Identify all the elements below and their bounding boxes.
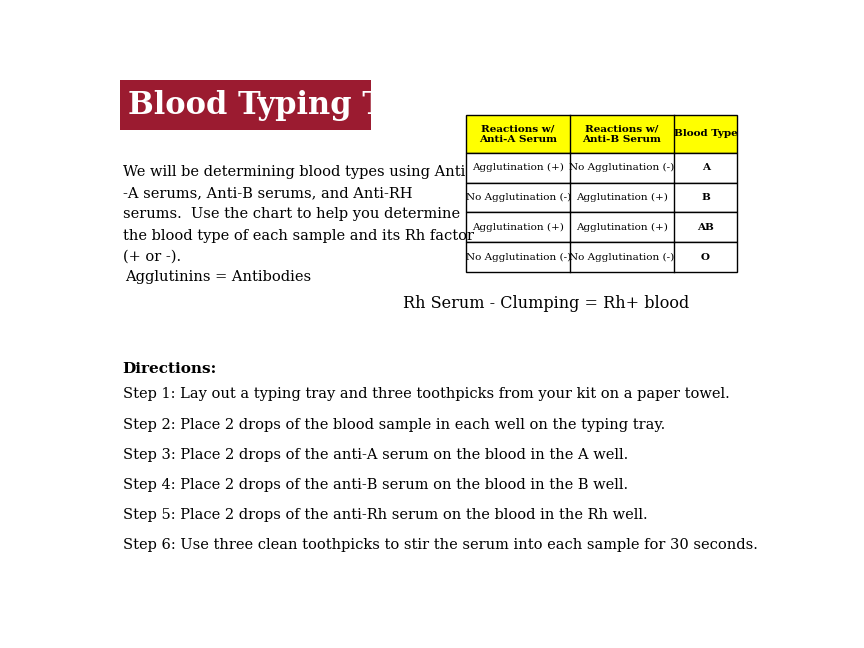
FancyBboxPatch shape <box>467 152 738 183</box>
Text: Reactions w/
Anti-A Serum: Reactions w/ Anti-A Serum <box>480 124 557 144</box>
Text: Step 4: Place 2 drops of the anti-B serum on the blood in the B well.: Step 4: Place 2 drops of the anti-B seru… <box>123 478 628 492</box>
Text: Step 6: Use three clean toothpicks to stir the serum into each sample for 30 sec: Step 6: Use three clean toothpicks to st… <box>123 538 758 552</box>
Text: B: B <box>702 193 710 202</box>
Text: Agglutination (+): Agglutination (+) <box>473 223 564 232</box>
Text: Step 5: Place 2 drops of the anti-Rh serum on the blood in the Rh well.: Step 5: Place 2 drops of the anti-Rh ser… <box>123 508 647 522</box>
Text: Step 2: Place 2 drops of the blood sample in each well on the typing tray.: Step 2: Place 2 drops of the blood sampl… <box>123 418 665 432</box>
Text: Directions:: Directions: <box>123 362 217 376</box>
Text: Agglutinins = Antibodies: Agglutinins = Antibodies <box>125 270 312 284</box>
FancyBboxPatch shape <box>467 213 738 242</box>
FancyBboxPatch shape <box>467 115 738 152</box>
Text: Step 1: Lay out a typing tray and three toothpicks from your kit on a paper towe: Step 1: Lay out a typing tray and three … <box>123 387 729 401</box>
Text: Agglutination (+): Agglutination (+) <box>576 223 668 232</box>
Text: Reactions w/
Anti-B Serum: Reactions w/ Anti-B Serum <box>582 124 661 144</box>
Text: No Agglutination (-): No Agglutination (-) <box>466 253 571 262</box>
Text: A: A <box>702 163 709 172</box>
Text: Blood Typing Test: Blood Typing Test <box>128 89 432 121</box>
Text: No Agglutination (-): No Agglutination (-) <box>569 253 675 262</box>
FancyBboxPatch shape <box>120 80 372 130</box>
Text: Agglutination (+): Agglutination (+) <box>473 163 564 172</box>
Text: We will be determining blood types using Anti
-A serums, Anti-B serums, and Anti: We will be determining blood types using… <box>123 165 473 264</box>
Text: O: O <box>701 253 710 262</box>
FancyBboxPatch shape <box>467 183 738 213</box>
Text: No Agglutination (-): No Agglutination (-) <box>466 193 571 202</box>
Text: AB: AB <box>697 223 714 232</box>
Text: Agglutination (+): Agglutination (+) <box>576 193 668 202</box>
Text: Blood Type: Blood Type <box>674 130 738 139</box>
FancyBboxPatch shape <box>467 242 738 272</box>
Text: Step 3: Place 2 drops of the anti-A serum on the blood in the A well.: Step 3: Place 2 drops of the anti-A seru… <box>123 448 628 462</box>
Text: Rh Serum - Clumping = Rh+ blood: Rh Serum - Clumping = Rh+ blood <box>403 295 689 312</box>
Text: No Agglutination (-): No Agglutination (-) <box>569 163 675 172</box>
